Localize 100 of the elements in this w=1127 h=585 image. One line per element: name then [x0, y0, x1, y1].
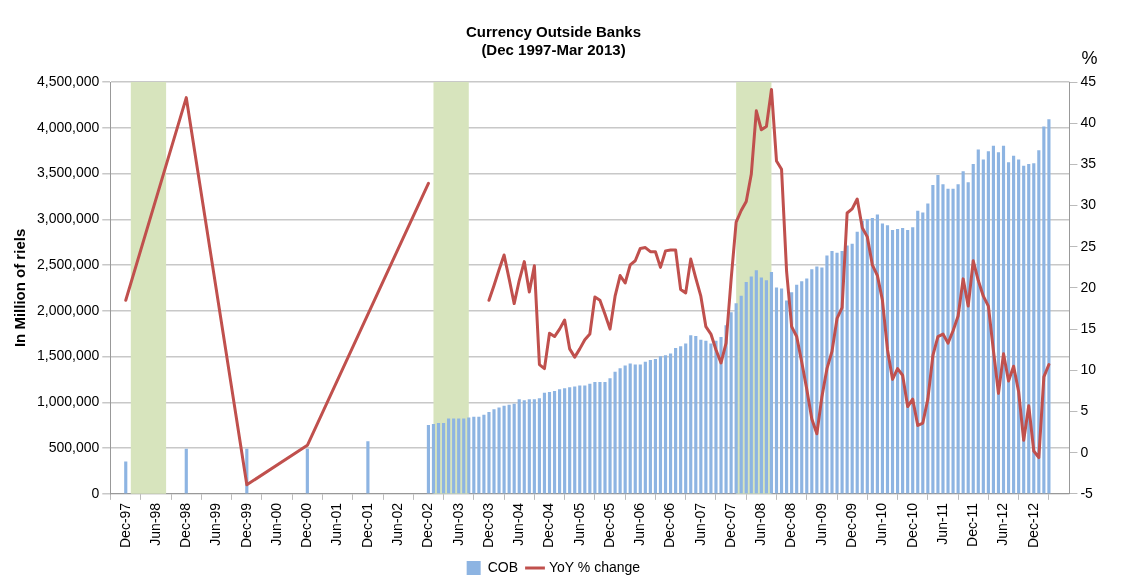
bar	[522, 400, 526, 494]
bar	[573, 386, 577, 494]
bar	[623, 365, 627, 494]
bar	[593, 381, 597, 494]
x-tick-label: Dec-97	[116, 502, 133, 549]
bar	[850, 243, 854, 494]
bar	[916, 210, 920, 494]
bar	[674, 348, 678, 494]
bar	[896, 229, 900, 494]
x-tick-label: Jun-99	[207, 502, 224, 546]
legend-label: YoY % change	[549, 558, 641, 575]
y2-tick-label: 20	[1080, 278, 1097, 295]
y-tick-label: 0	[91, 484, 100, 501]
bar	[815, 266, 819, 494]
bar	[911, 227, 915, 494]
bar	[477, 416, 481, 494]
y-tick-label: 2,000,000	[36, 301, 100, 318]
bar	[457, 418, 461, 494]
x-tick-label: Dec-08	[782, 502, 799, 549]
bar	[472, 416, 476, 494]
bar	[578, 385, 582, 494]
bar	[734, 303, 738, 494]
bar	[976, 149, 980, 494]
bar	[441, 423, 446, 494]
bar	[452, 418, 456, 494]
bar	[583, 385, 587, 494]
bar	[689, 335, 693, 494]
x-tick-label: Dec-07	[721, 502, 738, 549]
bar	[744, 282, 748, 494]
bar	[986, 151, 990, 494]
bar	[855, 231, 859, 494]
y-tick-label: 3,500,000	[36, 164, 100, 181]
bar	[785, 300, 789, 494]
y2-tick-label: 15	[1080, 319, 1097, 336]
x-tick-label: Jun-98	[146, 502, 163, 546]
bar	[366, 441, 370, 494]
bar	[431, 423, 436, 494]
chart-title: Currency Outside Banks	[465, 23, 642, 41]
bar	[749, 276, 753, 494]
x-tick-label: Dec-00	[298, 502, 315, 549]
bar	[668, 353, 673, 494]
bar	[754, 270, 758, 494]
x-tick-label: Jun-05	[570, 502, 587, 546]
bar	[901, 228, 905, 494]
x-tick-label: Dec-02	[419, 502, 436, 549]
bar	[890, 229, 895, 494]
bar	[547, 391, 552, 494]
bar	[860, 220, 864, 494]
bar	[1001, 145, 1006, 494]
bar	[184, 448, 188, 494]
x-tick-label: Dec-12	[1024, 502, 1041, 549]
x-tick-label: Dec-98	[177, 502, 194, 549]
bar	[552, 391, 557, 494]
bar	[679, 346, 683, 494]
y-axis-title: In Million of riels	[11, 228, 29, 348]
bar	[558, 389, 562, 494]
bar	[462, 418, 466, 494]
bar	[618, 368, 622, 494]
x-tick-label: Dec-03	[479, 502, 496, 549]
bar	[517, 399, 521, 494]
bar	[981, 159, 985, 494]
x-tick-label: Dec-01	[358, 502, 375, 549]
bar	[658, 356, 663, 494]
x-tick-label: Dec-99	[237, 502, 254, 549]
bar	[527, 399, 531, 494]
bar	[875, 214, 879, 494]
x-tick-label: Jun-04	[510, 502, 527, 546]
y2-tick-label: 30	[1080, 196, 1097, 213]
bar	[568, 387, 572, 494]
bar	[532, 399, 536, 494]
bar	[563, 388, 567, 494]
bar	[729, 312, 733, 494]
bar	[124, 461, 128, 494]
bar	[956, 184, 960, 494]
chart-subtitle: (Dec 1997-Mar 2013)	[481, 41, 626, 59]
y2-tick-label: 5	[1080, 402, 1089, 419]
y2-tick-label: 35	[1080, 155, 1097, 172]
y-tick-label: 3,000,000	[36, 210, 100, 227]
bar	[764, 280, 768, 494]
x-tick-label: Jun-06	[631, 502, 648, 546]
bar	[961, 171, 965, 494]
x-tick-label: Jun-02	[389, 502, 406, 546]
bar	[694, 336, 698, 494]
bar	[684, 343, 688, 494]
bar	[512, 403, 516, 494]
x-tick-label: Dec-09	[843, 502, 860, 549]
bar	[699, 339, 703, 494]
bar	[1027, 164, 1031, 494]
bar	[921, 212, 925, 494]
bar	[1006, 162, 1011, 494]
x-tick-label: Jun-09	[812, 502, 829, 546]
y2-tick-label: -5	[1080, 484, 1094, 501]
bar	[759, 277, 763, 494]
legend-label: COB	[487, 558, 519, 575]
bar	[906, 229, 910, 494]
bar	[436, 423, 441, 494]
bar	[865, 218, 869, 494]
bar	[588, 383, 592, 494]
bar	[537, 398, 541, 494]
bar	[1032, 163, 1036, 494]
